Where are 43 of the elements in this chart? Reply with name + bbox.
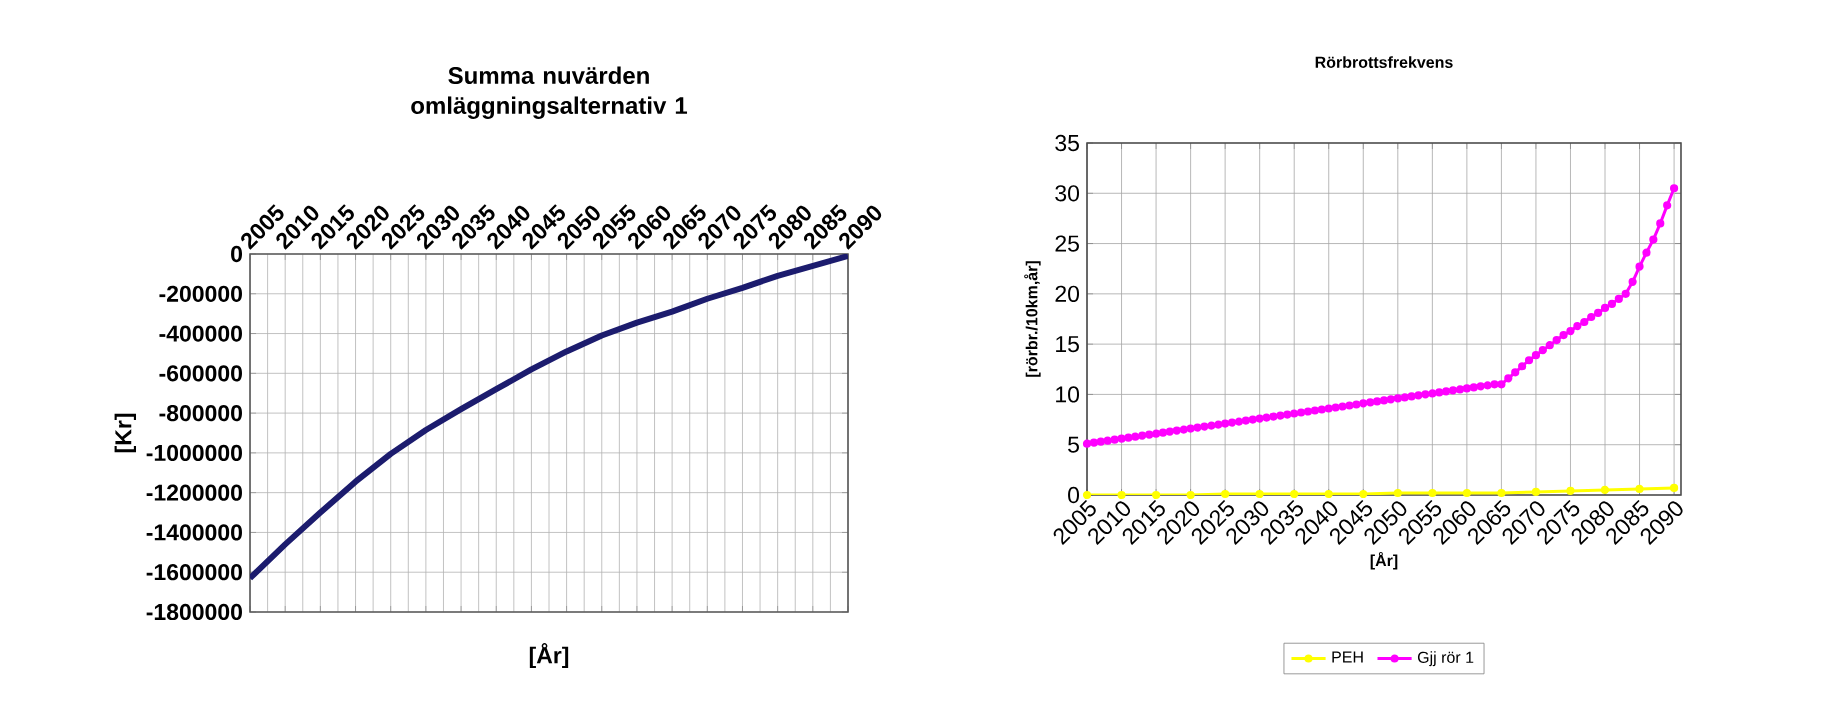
point — [1221, 489, 1230, 499]
y-tick-label: 25 — [1055, 235, 1079, 252]
y-axis-title: [Kr] — [114, 413, 137, 453]
y-tick-label: 15 — [1056, 336, 1079, 353]
x-axis-title: [År] — [1370, 552, 1398, 570]
y-tick-label: 20 — [1055, 285, 1080, 302]
chart-title: Rörbrottsfrekvens — [1315, 56, 1453, 68]
x-axis-title: [År] — [529, 643, 569, 669]
point — [1359, 489, 1368, 499]
point — [1117, 490, 1126, 500]
y-tick-label: 10 — [1056, 386, 1080, 403]
y-tick-label: -400000 — [159, 325, 242, 342]
y-tick-label: -600000 — [159, 365, 242, 382]
point — [1462, 488, 1471, 498]
y-tick-label: -1800000 — [146, 603, 242, 621]
y-tick-label: -1400000 — [146, 524, 242, 541]
point — [1290, 489, 1299, 499]
y-tick-label: 30 — [1055, 185, 1080, 202]
point — [1669, 483, 1679, 493]
y-axis-title: [rörbr./10km,år] — [1024, 261, 1041, 377]
y-tick-label: 5 — [1068, 436, 1079, 453]
point — [1428, 488, 1437, 498]
point — [1600, 485, 1610, 495]
point — [1497, 488, 1506, 498]
y-tick-label: 0 — [231, 245, 243, 263]
legend-label: Gjj rör 1 — [1417, 651, 1474, 667]
chart-title: Summa nuvärden omläggningsalternativ 1 — [411, 66, 688, 119]
point — [1255, 489, 1264, 499]
y-tick-label: 35 — [1055, 134, 1079, 152]
point — [1082, 490, 1092, 500]
point — [1151, 490, 1161, 500]
point — [1324, 489, 1333, 499]
y-tick-label: -1000000 — [146, 444, 242, 462]
point — [1186, 490, 1195, 500]
point — [1393, 488, 1402, 498]
y-tick-label: -200000 — [159, 285, 242, 302]
y-tick-label: -1200000 — [146, 484, 242, 501]
y-tick-label: -800000 — [159, 404, 242, 422]
point — [1531, 487, 1541, 497]
point — [1566, 486, 1575, 496]
y-tick-label: -1600000 — [146, 564, 242, 581]
legend-label: PEH — [1332, 651, 1363, 663]
point — [1635, 484, 1644, 494]
